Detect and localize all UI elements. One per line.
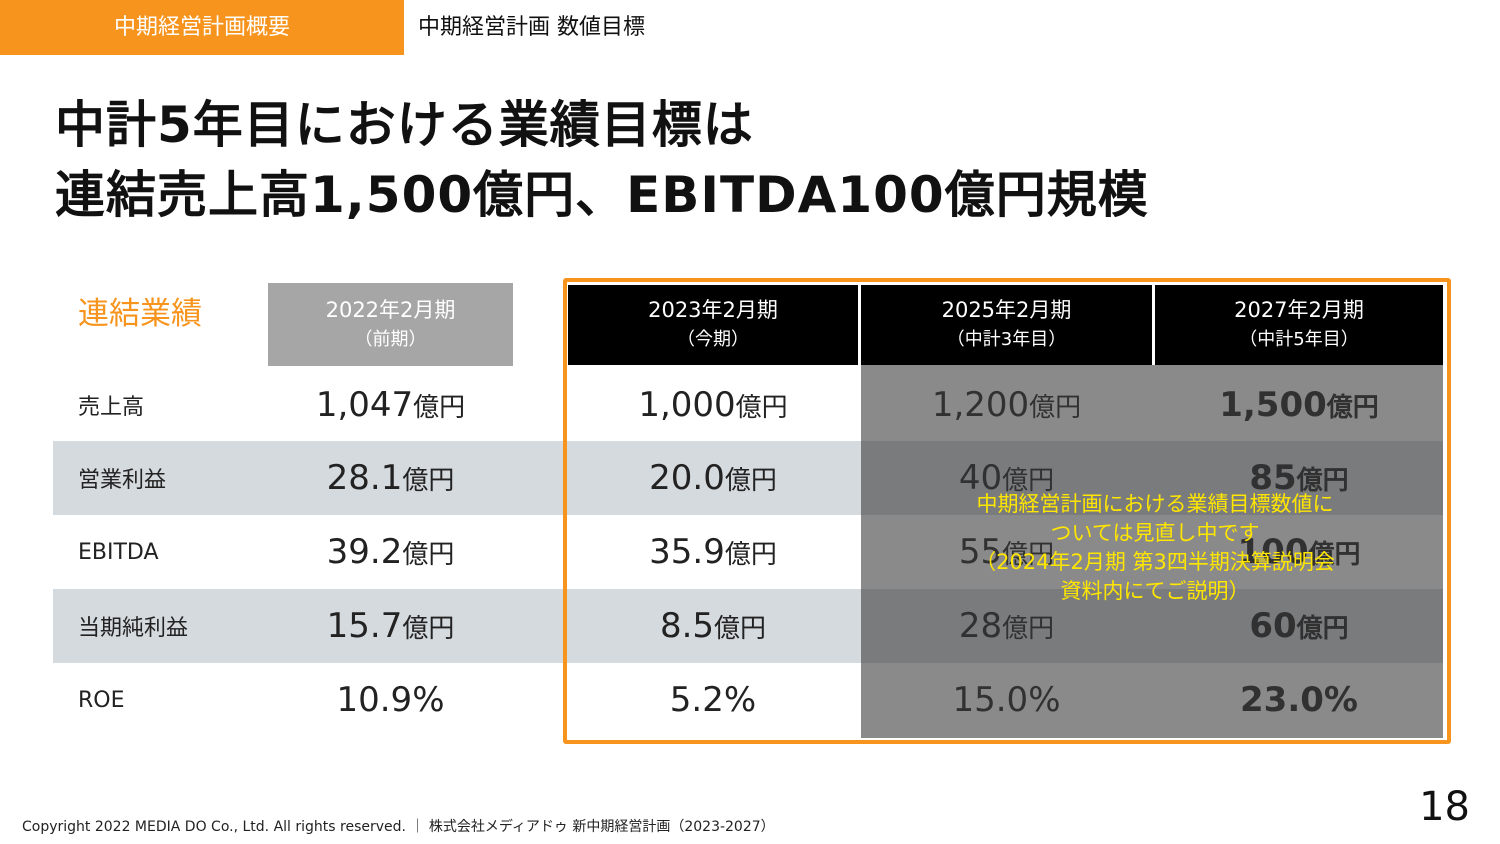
- value-cell: 1,047 億円: [268, 368, 513, 442]
- period: 2023年2月期: [648, 298, 778, 322]
- copyright: Copyright 2022 MEDIA DO Co., Ltd. All ri…: [22, 819, 775, 835]
- breadcrumb: 中期経営計画 数値目標: [418, 15, 645, 40]
- period-note: （中計3年目）: [946, 329, 1067, 350]
- value: 5.2%: [669, 680, 757, 720]
- value-group: 28.1 億円: [327, 458, 455, 498]
- value: 8.5: [659, 606, 715, 646]
- value: 1,000: [638, 385, 736, 425]
- note-line: ついては見直し中です: [1050, 521, 1260, 545]
- page-number: 18: [1419, 784, 1470, 830]
- note-line: 資料内にてご説明）: [1060, 579, 1250, 603]
- row-label: 売上高: [78, 395, 145, 420]
- value: 10.9%: [336, 680, 445, 720]
- unit: 億円: [402, 466, 455, 496]
- unit: 億円: [402, 614, 455, 644]
- revision-note: 中期経営計画における業績目標数値に ついては見直し中です （2024年2月期 第…: [905, 490, 1405, 606]
- column-header: 2027年2月期 （中計5年目）: [1155, 285, 1443, 365]
- note-line: （2024年2月期 第3四半期決算説明会: [975, 550, 1335, 574]
- unit: 億円: [413, 393, 466, 423]
- value-group: 20.0 億円: [649, 458, 777, 498]
- value-cell: 28.1 億円: [268, 441, 513, 515]
- section-tab: 中期経営計画概要: [0, 0, 404, 55]
- value-group: 35.9 億円: [649, 532, 777, 572]
- value-group: 1,047 億円: [316, 385, 465, 425]
- title-line: 連結売上高1,500億円、EBITDA100億円規模: [55, 166, 1149, 224]
- period-note: （今期）: [677, 329, 749, 350]
- value-group: 10.9%: [336, 680, 444, 720]
- value-cell: 8.5 億円: [568, 589, 858, 663]
- value: 28.1: [326, 458, 403, 498]
- period-note: （前期）: [354, 328, 427, 350]
- value-cell: 15.7 億円: [268, 589, 513, 663]
- value-group: 8.5 億円: [660, 606, 766, 646]
- note-line: 中期経営計画における業績目標数値に: [976, 492, 1334, 516]
- unit: 億円: [402, 540, 455, 570]
- value-group: 15.7 億円: [327, 606, 455, 646]
- overlay: [861, 365, 1443, 738]
- value-cell: 10.9%: [268, 663, 513, 737]
- title-line: 中計5年目における業績目標は: [55, 96, 754, 154]
- value: 35.9: [649, 532, 725, 572]
- value-group: 39.2 億円: [327, 532, 455, 572]
- row-label: 営業利益: [78, 468, 167, 493]
- highlight-frame: [563, 278, 1451, 744]
- value-cell: 1,000 億円: [568, 368, 858, 442]
- unit: 億円: [714, 614, 767, 644]
- period-note: （中計5年目）: [1239, 329, 1359, 350]
- column-header: 2025年2月期 （中計3年目）: [861, 285, 1152, 365]
- value: 39.2: [326, 532, 403, 572]
- value-cell: 39.2 億円: [268, 515, 513, 589]
- period: 2022年2月期: [325, 297, 456, 322]
- value-group: 1,000 億円: [638, 385, 787, 425]
- value-cell: 5.2%: [568, 663, 858, 737]
- unit: 億円: [735, 393, 788, 423]
- value: 1,047: [315, 385, 414, 425]
- unit: 億円: [724, 466, 777, 496]
- value: 15.7: [326, 606, 403, 646]
- table-label: 連結業績: [78, 296, 202, 332]
- unit: 億円: [724, 540, 777, 570]
- column-header: 2022年2月期 （前期）: [268, 283, 513, 366]
- value-cell: 20.0 億円: [568, 441, 858, 515]
- value: 20.0: [649, 458, 725, 498]
- row-label: 当期純利益: [78, 616, 189, 641]
- period: 2027年2月期: [1234, 298, 1364, 322]
- row-label: ROE: [78, 687, 125, 713]
- value-cell: 35.9 億円: [568, 515, 858, 589]
- value-group: 5.2%: [670, 680, 756, 720]
- row-label: EBITDA: [78, 539, 159, 565]
- period: 2025年2月期: [941, 298, 1072, 322]
- column-header: 2023年2月期 （今期）: [568, 285, 858, 365]
